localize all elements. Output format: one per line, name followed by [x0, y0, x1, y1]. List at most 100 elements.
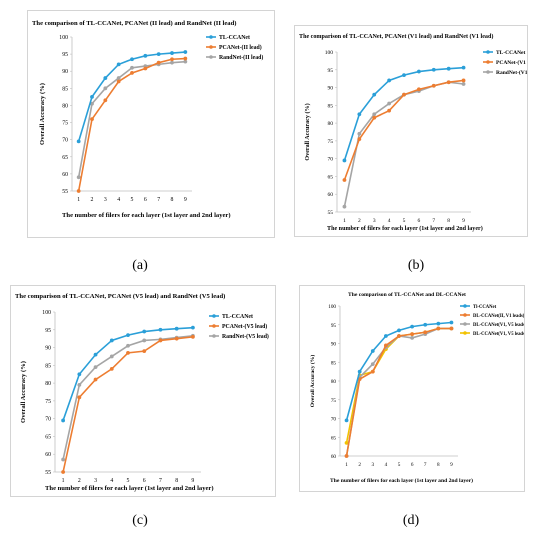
chart-panel-b: The comparison of TL-CCANet, PCANet (V1 … [294, 25, 528, 237]
legend-label: TL-CCANet [496, 50, 525, 56]
series-line-0 [77, 51, 186, 142]
series-line-3 [345, 327, 452, 444]
x-tick-label: 5 [403, 218, 406, 224]
x-tick-label: 6 [144, 197, 147, 203]
data-point-s1-5 [143, 66, 148, 71]
data-point-s2-8 [183, 59, 188, 64]
legend-label: RandNet-(V5 lead) [222, 333, 269, 340]
data-point-s1-5 [416, 87, 421, 92]
data-point-s0-8 [183, 50, 188, 54]
data-point-s0-3 [116, 62, 121, 67]
x-tick-label: 3 [104, 197, 107, 203]
data-point-s2-2 [372, 112, 377, 117]
data-point-s2-4 [130, 65, 134, 70]
legend-swatch-marker [209, 45, 213, 49]
y-tick-label: 90 [328, 86, 334, 92]
chart-panel-c: The comparison of TL-CCANet, PCANet (V5 … [10, 285, 276, 497]
x-tick-label: 5 [131, 197, 134, 203]
y-tick-label: 65 [331, 435, 337, 441]
data-point-s0-0 [342, 158, 347, 163]
chart-c-svg: The comparison of TL-CCANet, PCANet (V5 … [15, 293, 269, 492]
series-line-0 [62, 326, 193, 421]
x-tick-label: 6 [418, 218, 421, 224]
x-axis-label: The number of filers for each layer (1st… [62, 212, 231, 219]
legend-swatch-marker [486, 60, 490, 64]
data-point-s1-1 [90, 117, 94, 122]
legend-swatch-marker [486, 70, 490, 74]
data-point-s0-3 [109, 338, 114, 343]
y-tick-label: 70 [331, 417, 337, 423]
data-point-s0-5 [143, 53, 148, 58]
y-axis-label: Overall Accuracy (%) [20, 361, 27, 423]
x-tick-label: 7 [424, 462, 427, 468]
data-point-s0-7 [446, 66, 451, 71]
data-point-s1-3 [383, 343, 388, 348]
legend-label: Tl-CCANet [473, 305, 497, 310]
y-tick-label: 70 [45, 417, 51, 423]
caption-a: (a) [132, 258, 148, 273]
x-tick-label: 6 [143, 478, 146, 484]
y-tick-label: 60 [331, 454, 337, 460]
chart-title: The comparison of TL-CCANet, PCANet (V1 … [299, 33, 493, 40]
legend-swatch-marker [209, 35, 213, 39]
x-axis-label: The number of filers for each layer (1st… [330, 477, 473, 484]
data-point-s2-2 [103, 86, 108, 91]
y-tick-label: 65 [328, 174, 334, 180]
data-point-s0-5 [410, 324, 415, 329]
data-point-s0-1 [77, 372, 82, 377]
y-tick-label: 85 [62, 86, 68, 92]
data-point-s0-3 [387, 78, 392, 83]
series-line-2 [345, 327, 452, 457]
data-point-s1-0 [76, 189, 81, 193]
legend-label: TL-CCANet [219, 35, 250, 41]
y-axis-label: Overall Accuracy (%) [39, 83, 46, 145]
legend-label: PCANet-(V5 lead) [222, 323, 267, 330]
data-point-s0-0 [344, 418, 349, 423]
data-point-s2-5 [142, 338, 147, 343]
legend-label: RandNet-(II lead) [219, 54, 263, 61]
data-point-s0-4 [126, 333, 130, 338]
data-point-s2-3 [116, 76, 121, 80]
y-tick-label: 55 [45, 470, 51, 476]
y-tick-label: 95 [45, 328, 51, 334]
x-axis-label: The number of filers for each layer (1st… [45, 485, 214, 492]
caption-b: (b) [407, 258, 425, 273]
data-point-s1-4 [397, 334, 401, 338]
y-tick-label: 60 [45, 452, 51, 458]
data-point-s0-1 [357, 369, 362, 374]
series-line-2 [77, 60, 186, 178]
series-line-1 [345, 327, 452, 457]
y-tick-label: 75 [328, 139, 334, 145]
data-point-s0-5 [142, 329, 147, 334]
x-tick-label: 2 [91, 197, 94, 203]
caption-d: (d) [402, 513, 420, 528]
x-tick-label: 3 [94, 478, 97, 484]
x-tick-label: 4 [388, 218, 391, 224]
x-tick-label: 2 [358, 462, 361, 468]
y-tick-label: 75 [331, 398, 337, 404]
x-axis-label: The number of filers for each layer (1st… [327, 225, 483, 232]
data-point-s2-2 [93, 365, 98, 370]
data-point-s2-0 [76, 175, 81, 180]
data-point-s0-1 [357, 112, 362, 117]
x-tick-label: 2 [78, 478, 81, 484]
legend-swatch-marker [463, 313, 467, 317]
caption-c: (c) [132, 513, 148, 528]
chart-b-svg: The comparison of TL-CCANet, PCANet (V1 … [299, 33, 527, 232]
y-tick-label: 85 [331, 360, 337, 366]
x-tick-label: 7 [157, 197, 160, 203]
x-tick-label: 8 [437, 462, 440, 468]
legend-swatch-marker [463, 322, 467, 326]
x-tick-label: 9 [462, 218, 465, 224]
legend-label: DL-CCANet(II, V1 leads) [473, 314, 524, 319]
data-point-s2-5 [410, 335, 415, 340]
y-tick-label: 80 [331, 379, 337, 385]
x-tick-label: 3 [371, 462, 374, 468]
y-tick-label: 70 [62, 138, 68, 144]
data-point-s2-0 [61, 457, 66, 462]
data-point-s0-8 [449, 320, 454, 325]
y-tick-label: 85 [45, 363, 51, 369]
data-point-s2-7 [170, 60, 174, 65]
legend-swatch-marker [209, 55, 213, 59]
data-point-s0-4 [397, 328, 401, 333]
